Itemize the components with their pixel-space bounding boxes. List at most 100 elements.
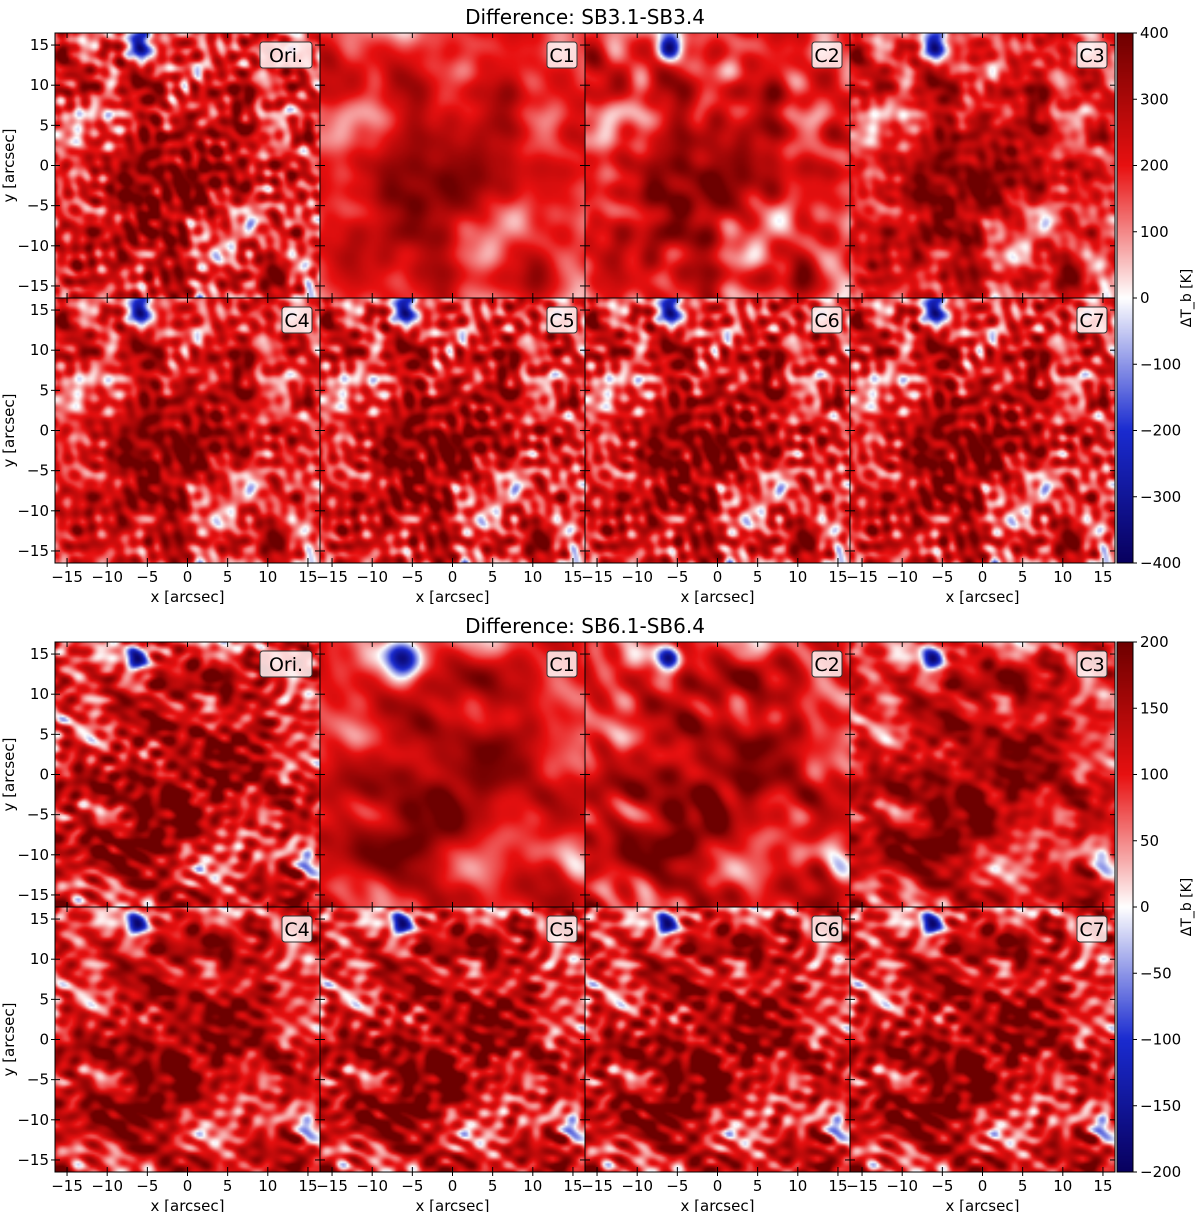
- y-tick-label: 10: [30, 341, 49, 359]
- y-tick-label: 10: [30, 76, 49, 94]
- panel-label: C7: [1079, 919, 1104, 941]
- x-axis-label: x [arcsec]: [681, 1197, 755, 1212]
- colorbar-tick-label: 150: [1140, 699, 1169, 717]
- x-tick-label: 0: [183, 1177, 193, 1195]
- y-tick-label: −15: [17, 542, 49, 560]
- heatmap-panel-c5: C5 −15 −10 −5 0 5 10 15 x [arcsec]: [316, 297, 586, 606]
- heatmap-panel-c3: C3: [849, 32, 1116, 299]
- panel-label: C4: [284, 310, 309, 332]
- heatmap-panel-c7: C7 −15 −10 −5 0 5 10 15 x [arcsec]: [846, 906, 1116, 1215]
- panel-label: C2: [814, 654, 839, 676]
- x-tick-label: −5: [136, 1177, 158, 1195]
- panel-label: C6: [814, 919, 839, 941]
- x-tick-label: −15: [581, 568, 613, 586]
- x-tick-label: 5: [1018, 1177, 1028, 1195]
- panel-heatmap-image: [585, 642, 850, 907]
- colorbar-tick-label: −200: [1140, 422, 1181, 440]
- heatmap-panel-c3: C3: [849, 641, 1116, 908]
- panel-label: C1: [549, 654, 574, 676]
- panel-label: C4: [284, 919, 309, 941]
- y-tick-label: −5: [27, 1071, 49, 1089]
- panel-label: C2: [814, 45, 839, 67]
- heatmap-panel-ori: Ori. −15 −10 −5 0 5 10 15 y [arcsec]: [0, 32, 321, 299]
- x-tick-label: −10: [356, 568, 388, 586]
- x-tick-label: −10: [621, 1177, 653, 1195]
- panel-heatmap-image: [850, 907, 1115, 1172]
- colorbar-tick-label: 50: [1140, 832, 1159, 850]
- panel-label-box: [1076, 915, 1108, 943]
- y-tick-label: −15: [17, 277, 49, 295]
- x-tick-label: −5: [931, 1177, 953, 1195]
- panel-label-box: [546, 915, 578, 943]
- x-tick-label: −10: [91, 568, 123, 586]
- y-tick-label: 0: [39, 1031, 49, 1049]
- panel-heatmap-image: [585, 33, 850, 298]
- x-tick-label: 5: [488, 568, 498, 586]
- colorbar-tick-label: 0: [1140, 898, 1150, 916]
- panel-label: C6: [814, 310, 839, 332]
- y-tick-label: −5: [27, 197, 49, 215]
- panel-heatmap-image: [585, 298, 850, 563]
- panel-label-box: [1076, 41, 1108, 69]
- panel-label: Ori.: [269, 654, 303, 676]
- panel-heatmap-image: [55, 33, 320, 298]
- y-tick-label: −10: [17, 846, 49, 864]
- panel-label: Ori.: [269, 45, 303, 67]
- y-tick-label: −15: [17, 886, 49, 904]
- panel-heatmap-image: [850, 642, 1115, 907]
- panel-label-box: [546, 306, 578, 334]
- y-tick-label: 0: [39, 766, 49, 784]
- panel-label: C7: [1079, 310, 1104, 332]
- x-tick-label: 0: [713, 1177, 723, 1195]
- x-tick-label: 15: [1093, 1177, 1112, 1195]
- panel-heatmap-image: [320, 298, 585, 563]
- y-axis-label: y [arcsec]: [0, 394, 18, 468]
- y-tick-label: 5: [39, 725, 49, 743]
- x-tick-label: 15: [298, 1177, 317, 1195]
- x-tick-label: 10: [788, 568, 807, 586]
- panel-heatmap-image: [320, 642, 585, 907]
- panel-label-box: [546, 650, 578, 678]
- panel-label-box: [259, 650, 313, 678]
- colorbar-tick-label: −200: [1140, 1163, 1181, 1181]
- panel-label-box: [259, 41, 313, 69]
- block-title: Difference: SB3.1-SB3.4: [465, 5, 705, 29]
- x-tick-label: 5: [223, 568, 233, 586]
- x-tick-label: 15: [563, 1177, 582, 1195]
- x-tick-label: 10: [1053, 1177, 1072, 1195]
- y-tick-label: 5: [39, 381, 49, 399]
- x-tick-label: −5: [401, 1177, 423, 1195]
- panel-heatmap-image: [850, 33, 1115, 298]
- x-tick-label: −10: [886, 1177, 918, 1195]
- x-tick-label: 5: [1018, 568, 1028, 586]
- x-axis-label: x [arcsec]: [151, 1197, 225, 1212]
- heatmap-panel-c4: C4 −15 −10 −5 0 5 10 15 −15 −10 −5 0 5 10 15 x [arcsec]…: [0, 906, 321, 1215]
- colorbar-tick-label: 200: [1140, 157, 1169, 175]
- x-tick-label: −15: [846, 1177, 878, 1195]
- x-tick-label: 0: [978, 1177, 988, 1195]
- block-title: Difference: SB6.1-SB6.4: [465, 614, 705, 638]
- x-tick-label: 5: [753, 568, 763, 586]
- x-axis-label: x [arcsec]: [946, 588, 1020, 606]
- x-tick-label: −5: [666, 568, 688, 586]
- x-tick-label: −10: [356, 1177, 388, 1195]
- panel-label: C3: [1079, 654, 1104, 676]
- x-axis-label: x [arcsec]: [946, 1197, 1020, 1212]
- x-tick-label: 10: [523, 568, 542, 586]
- y-axis-label: y [arcsec]: [0, 738, 18, 812]
- x-axis-label: x [arcsec]: [151, 588, 225, 606]
- y-tick-label: 15: [30, 301, 49, 319]
- panel-label-box: [811, 650, 843, 678]
- y-tick-label: −10: [17, 237, 49, 255]
- x-tick-label: −5: [401, 568, 423, 586]
- x-tick-label: −5: [931, 568, 953, 586]
- heatmap-panel-c2: C2: [584, 32, 851, 299]
- x-tick-label: 5: [753, 1177, 763, 1195]
- figure-block-1: Difference: SB3.1-SB3.4 Ori. −15 −10 −5 0 5 10 1…: [0, 5, 1195, 606]
- colorbar-tick-label: −400: [1140, 554, 1181, 572]
- panel-heatmap-image: [320, 907, 585, 1172]
- x-tick-label: 0: [713, 568, 723, 586]
- x-tick-label: 15: [1093, 568, 1112, 586]
- x-tick-label: 10: [1053, 568, 1072, 586]
